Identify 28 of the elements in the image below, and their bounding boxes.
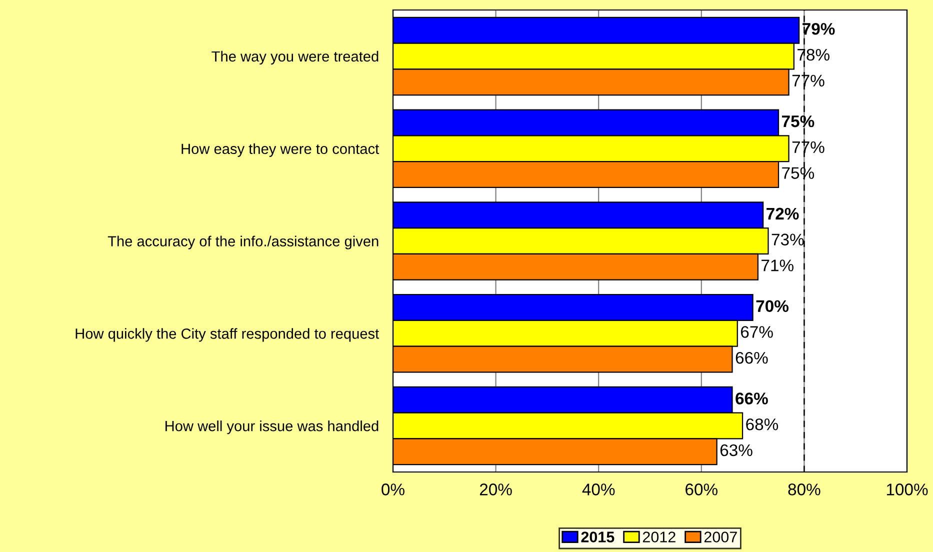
data-label: 77% [792,74,824,86]
x-tick-label: 60% [686,484,718,496]
legend-label: 2012 [642,532,676,542]
data-label: 75% [782,115,814,128]
data-label: 68% [746,418,778,430]
data-label: 71% [762,260,794,272]
data-label: 78% [798,48,830,61]
y-tick-label: How easy they were to contact [182,143,380,157]
x-tick-label: 20% [480,484,512,496]
x-tick-label: 100% [886,484,928,496]
x-tick-label: 40% [582,484,615,496]
data-label: 75% [782,167,814,179]
data-label: 66% [736,352,768,364]
y-tick-label: The way you were treated [212,50,378,65]
legend-label: 2007 [704,532,737,542]
data-label: 70% [756,300,788,312]
data-label: 67% [741,326,773,338]
y-tick-label: How quickly the City staff responded to request [76,328,380,342]
x-tick-label: 0% [382,484,404,496]
y-tick-label: How well your issue was handled [166,420,378,434]
data-label: 66% [736,392,768,404]
x-tick-label: 80% [788,484,820,496]
data-label: 73% [772,234,804,246]
data-label: 72% [766,208,799,220]
data-label: 77% [792,141,824,154]
y-tick-label: The accuracy of the info./assistance given [108,236,378,250]
data-label: 63% [720,444,752,456]
legend-label: 2015 [581,532,614,542]
